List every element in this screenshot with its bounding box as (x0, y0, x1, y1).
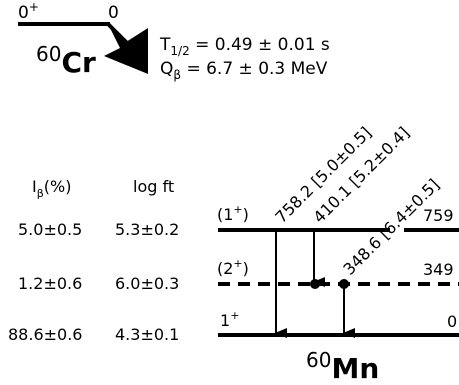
gamma-410-end-dot (310, 279, 320, 289)
level-759-intensity: 5.0±0.5 (18, 220, 82, 239)
parent-spin-parity: 0+ (18, 0, 39, 23)
gamma-349-start-dot (339, 279, 349, 289)
intensity-column-header: Iβ(%) (32, 177, 71, 200)
level-759-spin-parity: (1+) (217, 203, 249, 224)
level-759-energy: 759 (423, 206, 454, 225)
half-life: T1/2 = 0.49 ± 0.01 s (159, 35, 330, 58)
beta-decay-arrow (104, 24, 148, 74)
level-0-logft: 4.3±0.1 (115, 325, 179, 344)
parent-nucleus: 60Cr (36, 42, 96, 79)
beta-decay-arrow-stem (106, 22, 130, 46)
daughter-nucleus: 60Mn (306, 348, 379, 385)
level-349-energy: 349 (423, 260, 454, 279)
level-0-intensity: 88.6±0.6 (8, 325, 82, 344)
parent-energy: 0 (108, 3, 119, 23)
level-759-logft: 5.3±0.2 (115, 220, 179, 239)
level-0-spin-parity: 1+ (220, 309, 239, 330)
level-349-logft: 6.0±0.3 (115, 274, 179, 293)
level-349-intensity: 1.2±0.6 (18, 274, 82, 293)
level-349-spin-parity: (2+) (217, 257, 249, 278)
level-0-energy: 0 (447, 312, 457, 331)
logft-column-header: log ft (133, 177, 174, 196)
q-value: Qβ = 6.7 ± 0.3 MeV (160, 59, 328, 82)
